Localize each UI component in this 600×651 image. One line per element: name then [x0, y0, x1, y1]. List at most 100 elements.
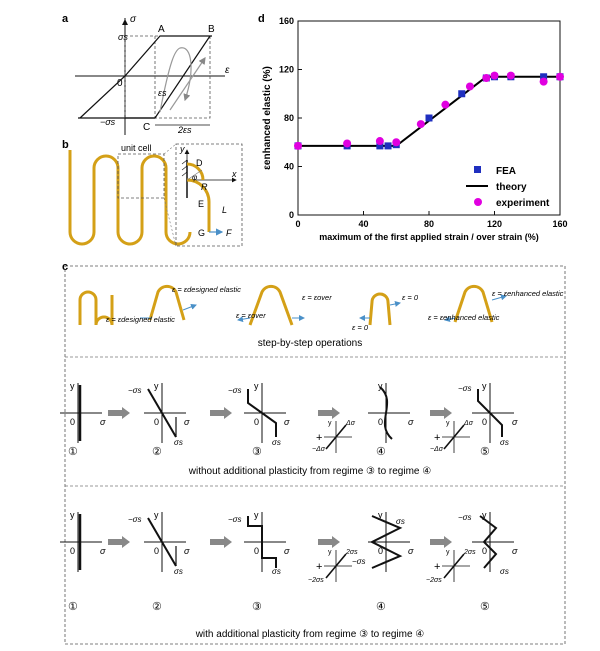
c-step-label: ④ [376, 601, 386, 613]
b-F-label: F [226, 228, 232, 238]
c-profile-4 [379, 386, 393, 440]
d-ytick-label: 80 [284, 113, 294, 123]
c-sigma-label: σ [100, 546, 106, 556]
a-neg-sigma-s-label: −σs [100, 117, 116, 127]
c-zero-label: 0 [254, 417, 259, 427]
b-serpentine [68, 150, 192, 246]
d-xtick-label: 0 [295, 219, 300, 229]
c-zero-label: 0 [482, 417, 487, 427]
d-point-experiment [375, 137, 384, 146]
c-step-label: ③ [252, 446, 262, 458]
d-point-experiment [294, 141, 302, 150]
c-y-label: y [154, 381, 159, 391]
c-shape-3 [248, 284, 294, 326]
c-step-arrow [318, 407, 340, 419]
c-sigma-label: σ [408, 546, 414, 556]
c-y-label: y [482, 381, 487, 391]
c-y-label: y [482, 510, 487, 520]
d-ytick-label: 40 [284, 162, 294, 172]
d-point-experiment [539, 77, 548, 86]
panel-a-label: a [62, 13, 69, 25]
b-x-label: x [231, 169, 237, 179]
d-point-FEA [376, 142, 384, 150]
c-increment-profile [443, 553, 465, 579]
a-loop-lower [125, 35, 211, 119]
c-sigma-label: σ [512, 546, 518, 556]
d-point-experiment [392, 138, 401, 147]
b-unit-cell-label: unit cell [121, 143, 152, 153]
b-R-label: R [201, 182, 208, 192]
c-step-caption: step-by-step operations [258, 338, 363, 349]
c-neg-sigma-s: −σs [458, 513, 472, 522]
d-legend-marker [474, 198, 482, 206]
c-y-label: y [254, 510, 259, 520]
c-row2-caption: with additional plasticity from regime ③… [195, 629, 425, 640]
c-profile-2 [147, 517, 177, 567]
d-xtick-label: 160 [552, 219, 567, 229]
b-zoom-box [175, 143, 243, 247]
a-eps-label: ε [225, 65, 230, 76]
a-sigma-label: σ [130, 14, 137, 25]
c-zero-label: 0 [482, 546, 487, 556]
c-stress-diagrams: y σ 0 ① y σ 0 ② y σ 0 ③ y σ 0 ④ y σ 0 ⑤ −σs σs −σs σs −σs σs + y Δσ −… [60, 381, 518, 613]
c-step-label: ① [68, 446, 78, 458]
c-neg-dsig: −Δσ [430, 446, 444, 453]
c-two-sigma-s: 2σs [463, 549, 476, 556]
c-profile-5 [479, 515, 498, 569]
c-neg-sigma-s: −σs [352, 557, 366, 566]
c-inc-y: y [328, 549, 332, 556]
c-neg-sigma-s: −σs [228, 386, 242, 395]
d-series-line-theory [298, 75, 560, 147]
c-sigma-s: σs [272, 567, 281, 576]
d-xtick-label: 80 [424, 219, 434, 229]
c-outer-box [64, 265, 566, 645]
c-neg-dsig: −Δσ [312, 446, 326, 453]
panel-d-label: d [258, 13, 265, 25]
c-sigma-label: σ [100, 417, 106, 427]
c-increment-profile [443, 424, 465, 450]
c-step-label: ② [152, 446, 162, 458]
c-inc-y: y [446, 549, 450, 556]
a-point-A: A [158, 24, 165, 35]
a-point-C: C [143, 122, 150, 133]
b-D-label: D [196, 158, 203, 168]
c-step-arrow [108, 536, 130, 548]
c-increment-profile [325, 553, 347, 579]
d-legend: FEA theory experiment [466, 166, 550, 209]
c-neg-sigma-s: −σs [458, 384, 472, 393]
c-step-label: ① [68, 601, 78, 613]
panel-b: b unit cell y x D φ R E L G F [62, 139, 243, 247]
b-phi-label: φ [192, 173, 197, 182]
d-point-experiment [343, 139, 352, 148]
c-step-label: ③ [252, 601, 262, 613]
d-point-experiment [416, 120, 425, 129]
c-y-label: y [378, 510, 383, 520]
c-y-label: y [254, 381, 259, 391]
c-sigma-label: σ [408, 417, 414, 427]
c-shape-4 [368, 292, 392, 326]
d-point-experiment [556, 72, 564, 81]
d-point-FEA [425, 114, 433, 122]
c-sigma-label: σ [184, 417, 190, 427]
panel-a: a σ ε σs −σs 0 A B C εs 2εs [62, 13, 230, 135]
c-sigma-label: σ [284, 546, 290, 556]
c-eq-2: ε = εdesigned elastic [172, 285, 241, 294]
c-step-arrow [108, 407, 130, 419]
a-sigma-s-label: σs [118, 32, 128, 42]
c-increment-profile [325, 424, 347, 450]
c-zero-label: 0 [70, 417, 75, 427]
c-eq-3: ε = εover [236, 311, 266, 320]
c-eq-8: ε = εenhanced elastic [492, 289, 564, 298]
d-ytick-label: 160 [279, 16, 294, 26]
a-zero-label: 0 [117, 78, 123, 89]
d-point-experiment [465, 82, 474, 91]
panel-d-chart: d εenhanced elastic (%) maximum of the f… [258, 13, 568, 242]
c-shape-2 [148, 284, 186, 321]
d-legend-label: experiment [496, 198, 550, 209]
c-profile-3 [247, 516, 277, 568]
c-shape-5 [453, 284, 494, 323]
b-y-label: y [179, 144, 185, 154]
c-sigma-s: σs [272, 438, 281, 447]
c-sigma-label: σ [512, 417, 518, 427]
c-sigma-s: σs [500, 567, 509, 576]
